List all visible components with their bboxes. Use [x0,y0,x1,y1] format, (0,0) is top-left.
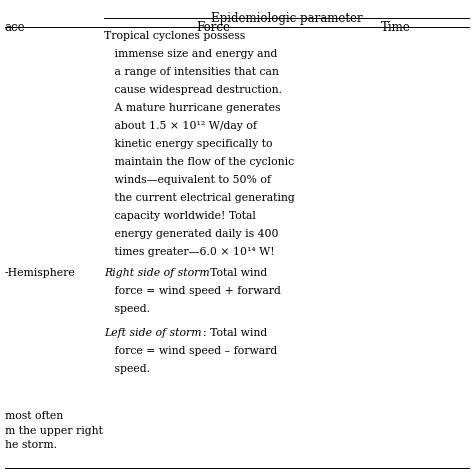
Text: force = wind speed + forward: force = wind speed + forward [104,286,281,296]
Text: a range of intensities that can: a range of intensities that can [104,67,279,77]
Text: m the upper right: m the upper right [5,426,102,436]
Text: Time: Time [381,21,410,34]
Text: -Hemisphere: -Hemisphere [5,268,75,278]
Text: the current electrical generating: the current electrical generating [104,193,295,203]
Text: capacity worldwide! Total: capacity worldwide! Total [104,211,256,221]
Text: speed.: speed. [104,304,150,314]
Text: times greater—6.0 × 10¹⁴ W!: times greater—6.0 × 10¹⁴ W! [104,247,275,257]
Text: A mature hurricane generates: A mature hurricane generates [104,103,281,113]
Text: Epidemiologic parameter: Epidemiologic parameter [211,12,363,25]
Text: Tropical cyclones possess: Tropical cyclones possess [104,31,246,41]
Text: cause widespread destruction.: cause widespread destruction. [104,85,283,95]
Text: Force: Force [196,21,230,34]
Text: immense size and energy and: immense size and energy and [104,49,278,59]
Text: : Total wind: : Total wind [203,268,267,278]
Text: ace: ace [5,21,26,34]
Text: force = wind speed – forward: force = wind speed – forward [104,346,278,356]
Text: winds—equivalent to 50% of: winds—equivalent to 50% of [104,175,271,185]
Text: kinetic energy specifically to: kinetic energy specifically to [104,139,273,149]
Text: Right side of storm: Right side of storm [104,268,210,278]
Text: he storm.: he storm. [5,440,57,450]
Text: maintain the flow of the cyclonic: maintain the flow of the cyclonic [104,157,294,167]
Text: : Total wind: : Total wind [203,328,267,338]
Text: speed.: speed. [104,364,150,374]
Text: Left side of storm: Left side of storm [104,328,202,338]
Text: about 1.5 × 10¹² W/day of: about 1.5 × 10¹² W/day of [104,121,257,131]
Text: energy generated daily is 400: energy generated daily is 400 [104,229,279,239]
Text: most often: most often [5,411,63,421]
